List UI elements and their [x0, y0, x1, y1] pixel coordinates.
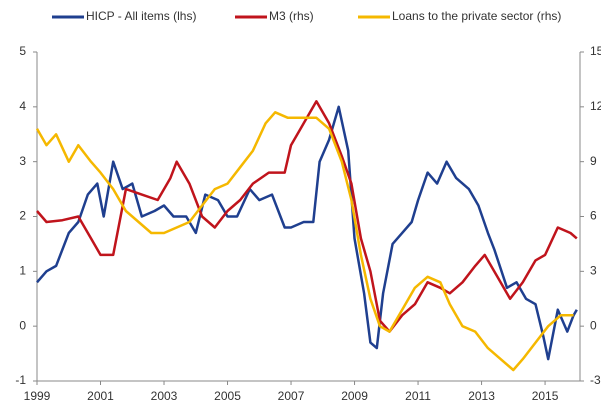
y2-tick-label: 15	[590, 44, 601, 58]
y-tick-label: 1	[19, 264, 26, 278]
y-tick-label: 3	[19, 154, 26, 168]
x-tick-label: 2003	[151, 389, 178, 403]
x-tick-label: 2009	[341, 389, 368, 403]
series-line	[36, 100, 578, 333]
x-tick-label: 2001	[87, 389, 114, 403]
y-tick-label: 2	[19, 209, 26, 223]
y-tick-label: 0	[19, 318, 26, 332]
legend-label: Loans to the private sector (rhs)	[392, 9, 561, 23]
y2-tick-label: -3	[590, 373, 601, 387]
x-tick-label: 2013	[468, 389, 495, 403]
y-tick-label: -1	[15, 373, 26, 387]
series-line	[35, 111, 574, 372]
x-tick-label: 1999	[24, 389, 51, 403]
legend-label: M3 (rhs)	[269, 9, 314, 23]
x-tick-label: 2015	[532, 389, 559, 403]
y-tick-label: 4	[19, 99, 26, 113]
y2-tick-label: 6	[590, 209, 597, 223]
y2-tick-label: 9	[590, 154, 597, 168]
legend-label: HICP - All items (lhs)	[86, 9, 196, 23]
x-tick-label: 2005	[214, 389, 241, 403]
y2-tick-label: 3	[590, 264, 597, 278]
y-tick-label: 5	[19, 44, 26, 58]
x-tick-label: 2007	[278, 389, 305, 403]
y2-tick-label: 0	[590, 318, 597, 332]
x-tick-label: 2011	[405, 389, 431, 403]
series-line	[36, 105, 578, 361]
y2-tick-label: 12	[590, 99, 601, 113]
